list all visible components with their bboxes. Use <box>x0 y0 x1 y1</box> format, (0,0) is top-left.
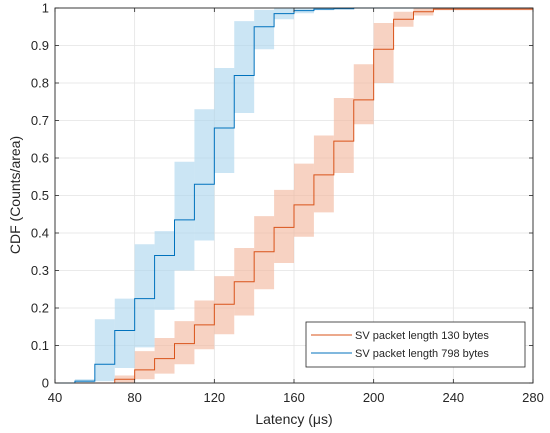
series-line-0 <box>55 8 534 384</box>
y-tick-label: 0.1 <box>31 338 49 353</box>
confidence-band-segment <box>214 68 235 173</box>
confidence-band-segment <box>114 298 135 368</box>
y-tick-label: 0.9 <box>31 38 49 53</box>
confidence-band-segment <box>254 9 275 50</box>
confidence-band-segment <box>174 161 195 271</box>
confidence-band-segment <box>174 321 195 365</box>
confidence-band-segment <box>313 135 334 213</box>
confidence-band-segment <box>214 276 235 335</box>
series-lines <box>55 7 534 384</box>
y-tick-label: 0.4 <box>31 226 49 241</box>
x-tick-label: 240 <box>442 390 464 405</box>
confidence-band-segment <box>154 231 175 310</box>
legend-label-130: SV packet length 130 bytes <box>355 330 489 342</box>
y-tick-label: 0.5 <box>31 188 49 203</box>
y-tick-label: 1 <box>42 1 49 16</box>
confidence-band-segment <box>94 319 115 382</box>
axis-ticks: 40 80 120 160 200 240 280 0 0.1 0.2 0.3 0.4 0.5 0.6 0.… <box>31 1 544 406</box>
x-tick-label: 200 <box>363 390 385 405</box>
confidence-band-segment <box>353 64 374 125</box>
x-tick-label: 80 <box>127 390 141 405</box>
y-tick-label: 0.3 <box>31 263 49 278</box>
x-axis-label: Latency (μs) <box>255 411 332 427</box>
legend-box <box>305 321 526 368</box>
confidence-band-segment <box>134 244 155 348</box>
x-tick-label: 40 <box>48 390 62 405</box>
confidence-band-segment <box>333 98 354 173</box>
y-tick-label: 0.2 <box>31 301 49 316</box>
confidence-band-segment <box>134 351 155 380</box>
confidence-band-segment <box>234 21 255 113</box>
y-axis-label: CDF (Counts/area) <box>7 136 23 254</box>
x-tick-label: 120 <box>203 390 225 405</box>
confidence-band-segment <box>154 338 175 374</box>
confidence-band-segment <box>274 189 294 263</box>
confidence-band-segment <box>194 109 215 241</box>
confidence-bands <box>74 8 533 383</box>
y-tick-label: 0.8 <box>31 76 49 91</box>
x-tick-label: 160 <box>283 390 305 405</box>
legend-label-798: SV packet length 798 bytes <box>355 348 489 360</box>
y-tick-label: 0 <box>42 376 49 391</box>
confidence-band-segment <box>294 163 314 237</box>
y-tick-label: 0.7 <box>31 113 49 128</box>
confidence-band-segment <box>373 23 394 83</box>
x-tick-label: 280 <box>522 390 544 405</box>
confidence-band-segment <box>254 216 275 290</box>
legend: SV packet length 130 bytes SV packet len… <box>305 321 526 368</box>
y-tick-label: 0.6 <box>31 151 49 166</box>
series-line-1 <box>55 7 533 384</box>
